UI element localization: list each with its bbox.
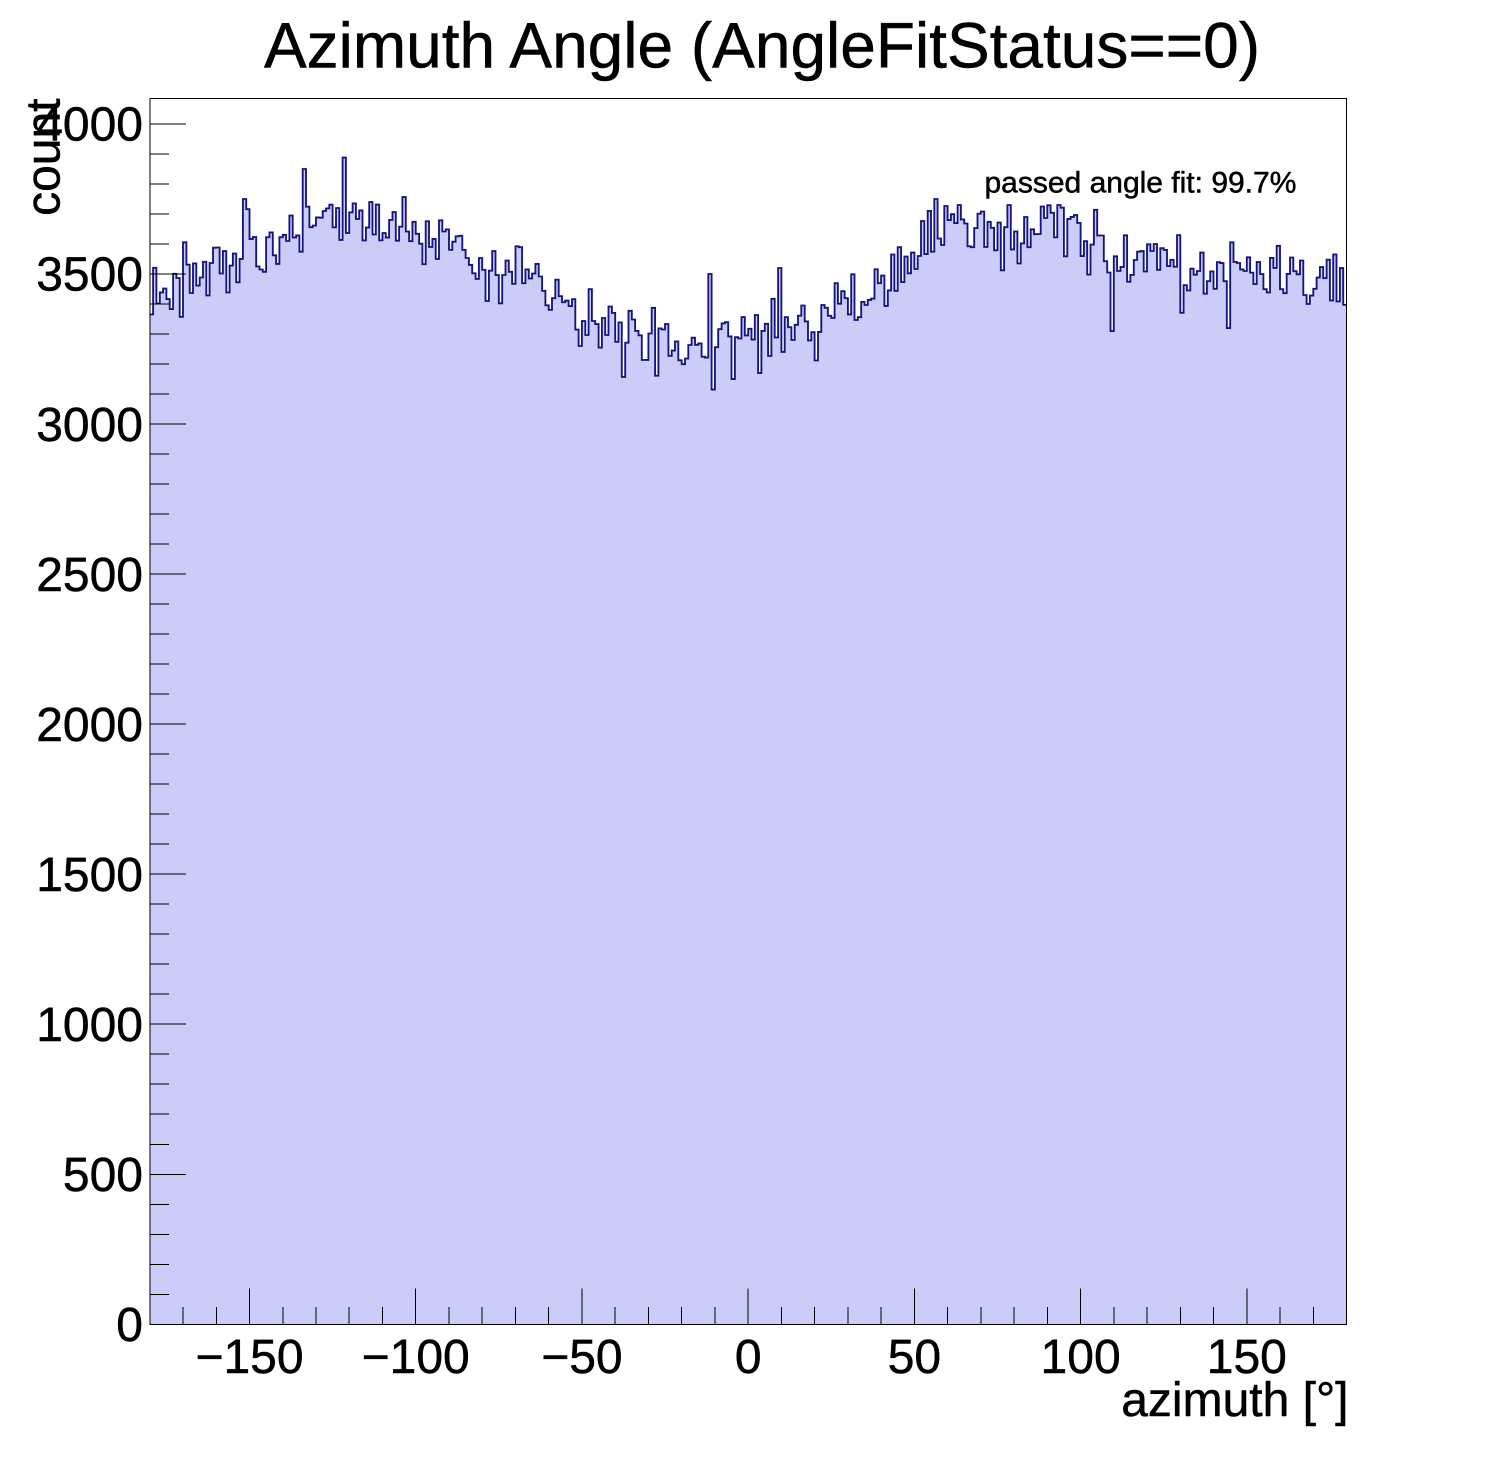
svg-text:4000: 4000 xyxy=(36,99,143,152)
svg-text:150: 150 xyxy=(1207,1331,1287,1384)
svg-text:3000: 3000 xyxy=(36,399,143,452)
svg-text:2000: 2000 xyxy=(36,699,143,752)
svg-text:100: 100 xyxy=(1041,1331,1121,1384)
svg-text:2500: 2500 xyxy=(36,549,143,602)
svg-text:azimuth [°]: azimuth [°] xyxy=(1121,1374,1348,1427)
svg-text:500: 500 xyxy=(63,1149,143,1202)
svg-text:count: count xyxy=(18,99,71,216)
svg-text:−150: −150 xyxy=(195,1331,303,1384)
svg-text:0: 0 xyxy=(735,1331,762,1384)
svg-text:1500: 1500 xyxy=(36,849,143,902)
svg-text:−100: −100 xyxy=(362,1331,470,1384)
svg-text:Azimuth Angle (AngleFitStatus=: Azimuth Angle (AngleFitStatus==0) xyxy=(264,10,1260,82)
svg-text:50: 50 xyxy=(888,1331,941,1384)
svg-text:1000: 1000 xyxy=(36,999,143,1052)
svg-text:−50: −50 xyxy=(541,1331,622,1384)
svg-text:passed angle fit: 99.7%: passed angle fit: 99.7% xyxy=(985,167,1297,200)
svg-text:0: 0 xyxy=(116,1299,143,1352)
svg-text:3500: 3500 xyxy=(36,249,143,302)
